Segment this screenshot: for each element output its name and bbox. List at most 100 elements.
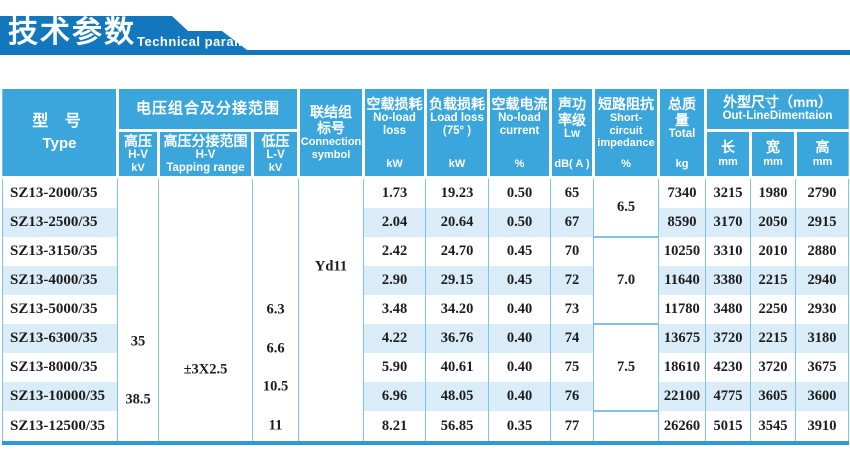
header-lv-unit: kV — [268, 162, 283, 175]
page-title-cn: 技术参数 — [8, 16, 136, 49]
header-tapping-cn: 高压分接范围 — [163, 132, 248, 149]
type-cell: SZ13-12500/35 — [2, 411, 118, 443]
header-noload-current: 空载电流 No-load current % — [487, 89, 553, 179]
header-dimensions-cn: 外型尺寸（mm） — [723, 94, 832, 111]
type-cell: SZ13-10000/35 — [2, 382, 118, 411]
impedance-cell: 7.0 — [593, 236, 660, 324]
header-length: 长 mm — [704, 128, 753, 180]
header-connection: 联结组 标号 Connection symbol — [297, 89, 366, 179]
header-height-unit: mm — [812, 155, 833, 168]
load-loss-cell: 19.23 — [425, 177, 490, 208]
length-cell: 3170 — [705, 208, 752, 237]
height-cell: 2915 — [795, 208, 850, 237]
header-sound-level-cn2: 率级 — [558, 112, 587, 129]
table-row: SZ13-6300/35 4.22 36.76 0.40 74 7.5 13675 3720 2… — [2, 323, 850, 411]
width-cell: 1980 — [750, 177, 797, 208]
load-loss-cell: 56.85 — [425, 411, 490, 443]
sound-level-cell: 72 — [550, 266, 595, 295]
noload-current-cell: 0.45 — [488, 237, 552, 266]
header-tapping-en: H-V — [195, 148, 216, 161]
header-noload-current-en2: current — [499, 125, 540, 138]
tapping-value: ±3X2.5 — [183, 361, 228, 378]
length-cell: 3310 — [705, 237, 752, 266]
type-cell: SZ13-6300/35 — [2, 324, 118, 353]
width-cell: 2050 — [750, 208, 797, 237]
table-row: SZ13-8000/35 5.90 40.61 0.40 75 18610 4230 3720… — [2, 353, 850, 382]
total-mass-cell: 11780 — [658, 295, 707, 324]
noload-loss-cell: 2.04 — [363, 208, 427, 237]
tapping-merged-cell: ±3X2.5 — [158, 177, 253, 443]
noload-loss-cell: 2.90 — [363, 266, 427, 295]
technical-parameter-table: 型 号 Type 电压组合及分接范围 联结组 标号 Connection symb… — [2, 89, 850, 445]
table-row: SZ13-4000/35 2.90 29.15 0.45 72 11640 3380 2215… — [2, 266, 850, 295]
length-cell: 3480 — [705, 295, 752, 324]
header-dimensions-en: Out-LineDimentaion — [722, 110, 833, 123]
height-cell: 2940 — [795, 266, 850, 295]
noload-loss-cell: 8.21 — [363, 411, 427, 443]
hv-value: 35 — [130, 333, 146, 350]
length-cell: 5015 — [705, 411, 752, 443]
header-noload-current-cn: 空载电流 — [491, 96, 548, 112]
hv-merged-cell: 35 38.5 — [117, 177, 159, 443]
load-loss-cell: 40.61 — [425, 353, 490, 382]
header-noload-loss-unit: kW — [386, 158, 403, 171]
header-hv: 高压 H-V kV — [116, 128, 160, 180]
noload-current-cell: 0.50 — [488, 177, 552, 208]
header-lv-en: L-V — [266, 148, 285, 161]
noload-loss-cell: 4.22 — [363, 324, 427, 353]
header-tapping-en2: Tapping range — [166, 161, 245, 174]
noload-loss-cell: 2.42 — [363, 237, 427, 266]
header-impedance-cn: 短路阻抗 — [598, 96, 655, 112]
lv-merged-cell: 6.3 6.6 10.5 11 — [251, 177, 300, 443]
lv-value: 6.6 — [266, 340, 285, 357]
header-hv-en: H-V — [128, 148, 148, 161]
height-cell: 3600 — [795, 382, 850, 411]
header-noload-loss-en1: No-load — [373, 112, 416, 125]
table-header: 型 号 Type 电压组合及分接范围 联结组 标号 Connection symb… — [2, 89, 849, 180]
height-cell: 3910 — [795, 411, 850, 443]
length-cell: 3720 — [705, 324, 752, 353]
table-body: SZ13-2000/35 35 38.5 ±3X2.5 6.3 6.6 10.5 11 Yd11… — [2, 177, 850, 443]
width-cell: 3545 — [750, 411, 797, 443]
total-mass-cell: 7340 — [658, 177, 707, 208]
table-row: SZ13-2000/35 35 38.5 ±3X2.5 6.3 6.6 10.5 11 Yd11… — [2, 177, 850, 443]
noload-current-cell: 0.45 — [488, 266, 552, 295]
header-length-cn: 长 — [721, 139, 736, 156]
load-loss-cell: 29.15 — [425, 266, 490, 295]
sound-level-cell: 73 — [550, 295, 595, 324]
sound-level-cell: 75 — [550, 353, 595, 382]
noload-current-cell: 0.40 — [488, 353, 552, 382]
connection-merged-cell: Yd11 — [298, 177, 365, 443]
load-loss-cell: 48.05 — [425, 382, 490, 411]
sound-level-cell: 74 — [550, 324, 595, 353]
header-connection-cn2: 标号 — [317, 119, 346, 136]
length-cell: 4775 — [705, 382, 752, 411]
width-cell: 3720 — [750, 353, 797, 382]
header-impedance-en1: Short- — [609, 112, 643, 125]
height-cell: 2880 — [795, 237, 850, 266]
header-load-loss-cn: 负载损耗 — [429, 96, 486, 112]
header-sound-level-cn1: 声功 — [558, 96, 587, 112]
sound-level-cell: 77 — [550, 411, 595, 443]
header-sound-level-en: Lw — [564, 128, 580, 141]
noload-loss-cell: 5.90 — [363, 353, 427, 382]
length-cell: 4230 — [705, 353, 752, 382]
header-load-loss: 负载损耗 Load loss (75° ) kW — [424, 89, 491, 179]
noload-loss-cell: 3.48 — [363, 295, 427, 324]
load-loss-cell: 34.20 — [425, 295, 490, 324]
total-mass-cell: 22100 — [658, 382, 707, 411]
header-impedance-unit: % — [621, 158, 631, 171]
header-noload-current-en1: No-load — [498, 112, 541, 125]
sound-level-cell: 67 — [550, 208, 595, 237]
header-connection-en1: Connection — [300, 135, 362, 148]
header-voltage-group-label: 电压组合及分接范围 — [136, 100, 281, 118]
impedance-cell — [593, 410, 660, 443]
header-width-cn: 宽 — [766, 139, 781, 156]
connection-value: Yd11 — [314, 258, 348, 275]
page-title-en: Technical parameter — [137, 34, 272, 49]
header-hv-unit: kV — [131, 162, 145, 175]
total-mass-cell: 10250 — [658, 237, 707, 266]
header-impedance-en3: impedance — [597, 137, 655, 150]
lv-value: 11 — [268, 417, 283, 434]
